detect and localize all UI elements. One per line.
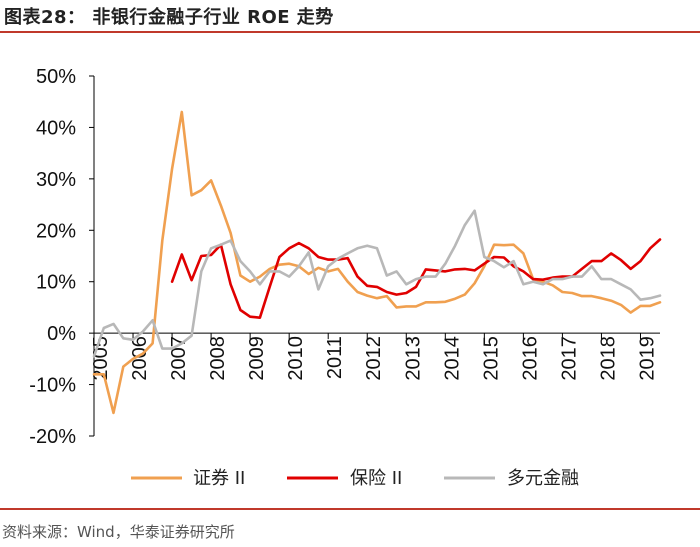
series-line-securities (92, 110, 662, 415)
legend-label-insurance: 保险 II (350, 468, 402, 489)
x-axis: 2005 2006 2007 2008 2009 2010 2011 2012 2013 2014… (90, 332, 660, 381)
series-line-insurance (170, 238, 662, 320)
y-tick-label: 0% (47, 323, 76, 345)
y-tick-label: 50% (36, 66, 76, 88)
y-tick-label: -10% (29, 375, 76, 397)
series-lines (92, 110, 662, 415)
legend-label-diversified-finance: 多元金融 (507, 468, 579, 489)
x-tick-label: 2010 (285, 336, 307, 381)
x-tick-label: 2018 (597, 336, 619, 381)
legend: 证券 II 保险 II 多元金融 (131, 468, 579, 489)
x-tick-label: 2019 (636, 336, 658, 381)
x-tick-label: 2014 (441, 336, 463, 381)
x-tick-label: 2012 (363, 336, 385, 381)
y-tick-label: -20% (29, 426, 76, 448)
x-tick-label: 2005 (90, 336, 112, 381)
x-tick-label: 2006 (129, 336, 151, 381)
y-tick-label: 10% (36, 272, 76, 294)
source-rule (0, 508, 700, 510)
y-axis: 50% 40% 30% 20% 10% 0% -10% -20% (29, 66, 95, 448)
x-tick-label: 2016 (519, 336, 541, 381)
x-tick-label: 2009 (246, 336, 268, 381)
legend-label-securities: 证券 II (193, 468, 245, 489)
figure-title: 图表28： 非银行金融子行业 ROE 走势 (4, 7, 334, 28)
x-tick-label: 2015 (480, 336, 502, 381)
y-tick-label: 20% (36, 220, 76, 242)
x-tick-label: 2007 (168, 336, 190, 381)
y-tick-label: 30% (36, 169, 76, 191)
source-note: 资料来源：Wind，华泰证券研究所 (2, 523, 235, 541)
x-tick-label: 2013 (402, 336, 424, 381)
title-rule (0, 31, 700, 33)
x-tick-label: 2017 (558, 336, 580, 381)
series-line-diversified-finance (92, 209, 662, 358)
y-tick-label: 40% (36, 117, 76, 139)
x-tick-label: 2008 (207, 336, 229, 381)
legend-item-insurance[interactable]: 保险 II (287, 468, 402, 489)
legend-item-securities[interactable]: 证券 II (131, 468, 245, 489)
legend-item-diversified-finance[interactable]: 多元金融 (444, 468, 579, 489)
x-tick-label: 2011 (324, 336, 346, 379)
